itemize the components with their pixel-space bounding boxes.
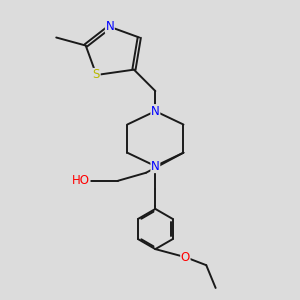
- Text: N: N: [105, 20, 114, 33]
- Text: N: N: [151, 105, 160, 118]
- Text: S: S: [93, 68, 100, 82]
- Text: N: N: [151, 160, 160, 172]
- Text: O: O: [181, 250, 190, 264]
- Text: HO: HO: [72, 174, 90, 187]
